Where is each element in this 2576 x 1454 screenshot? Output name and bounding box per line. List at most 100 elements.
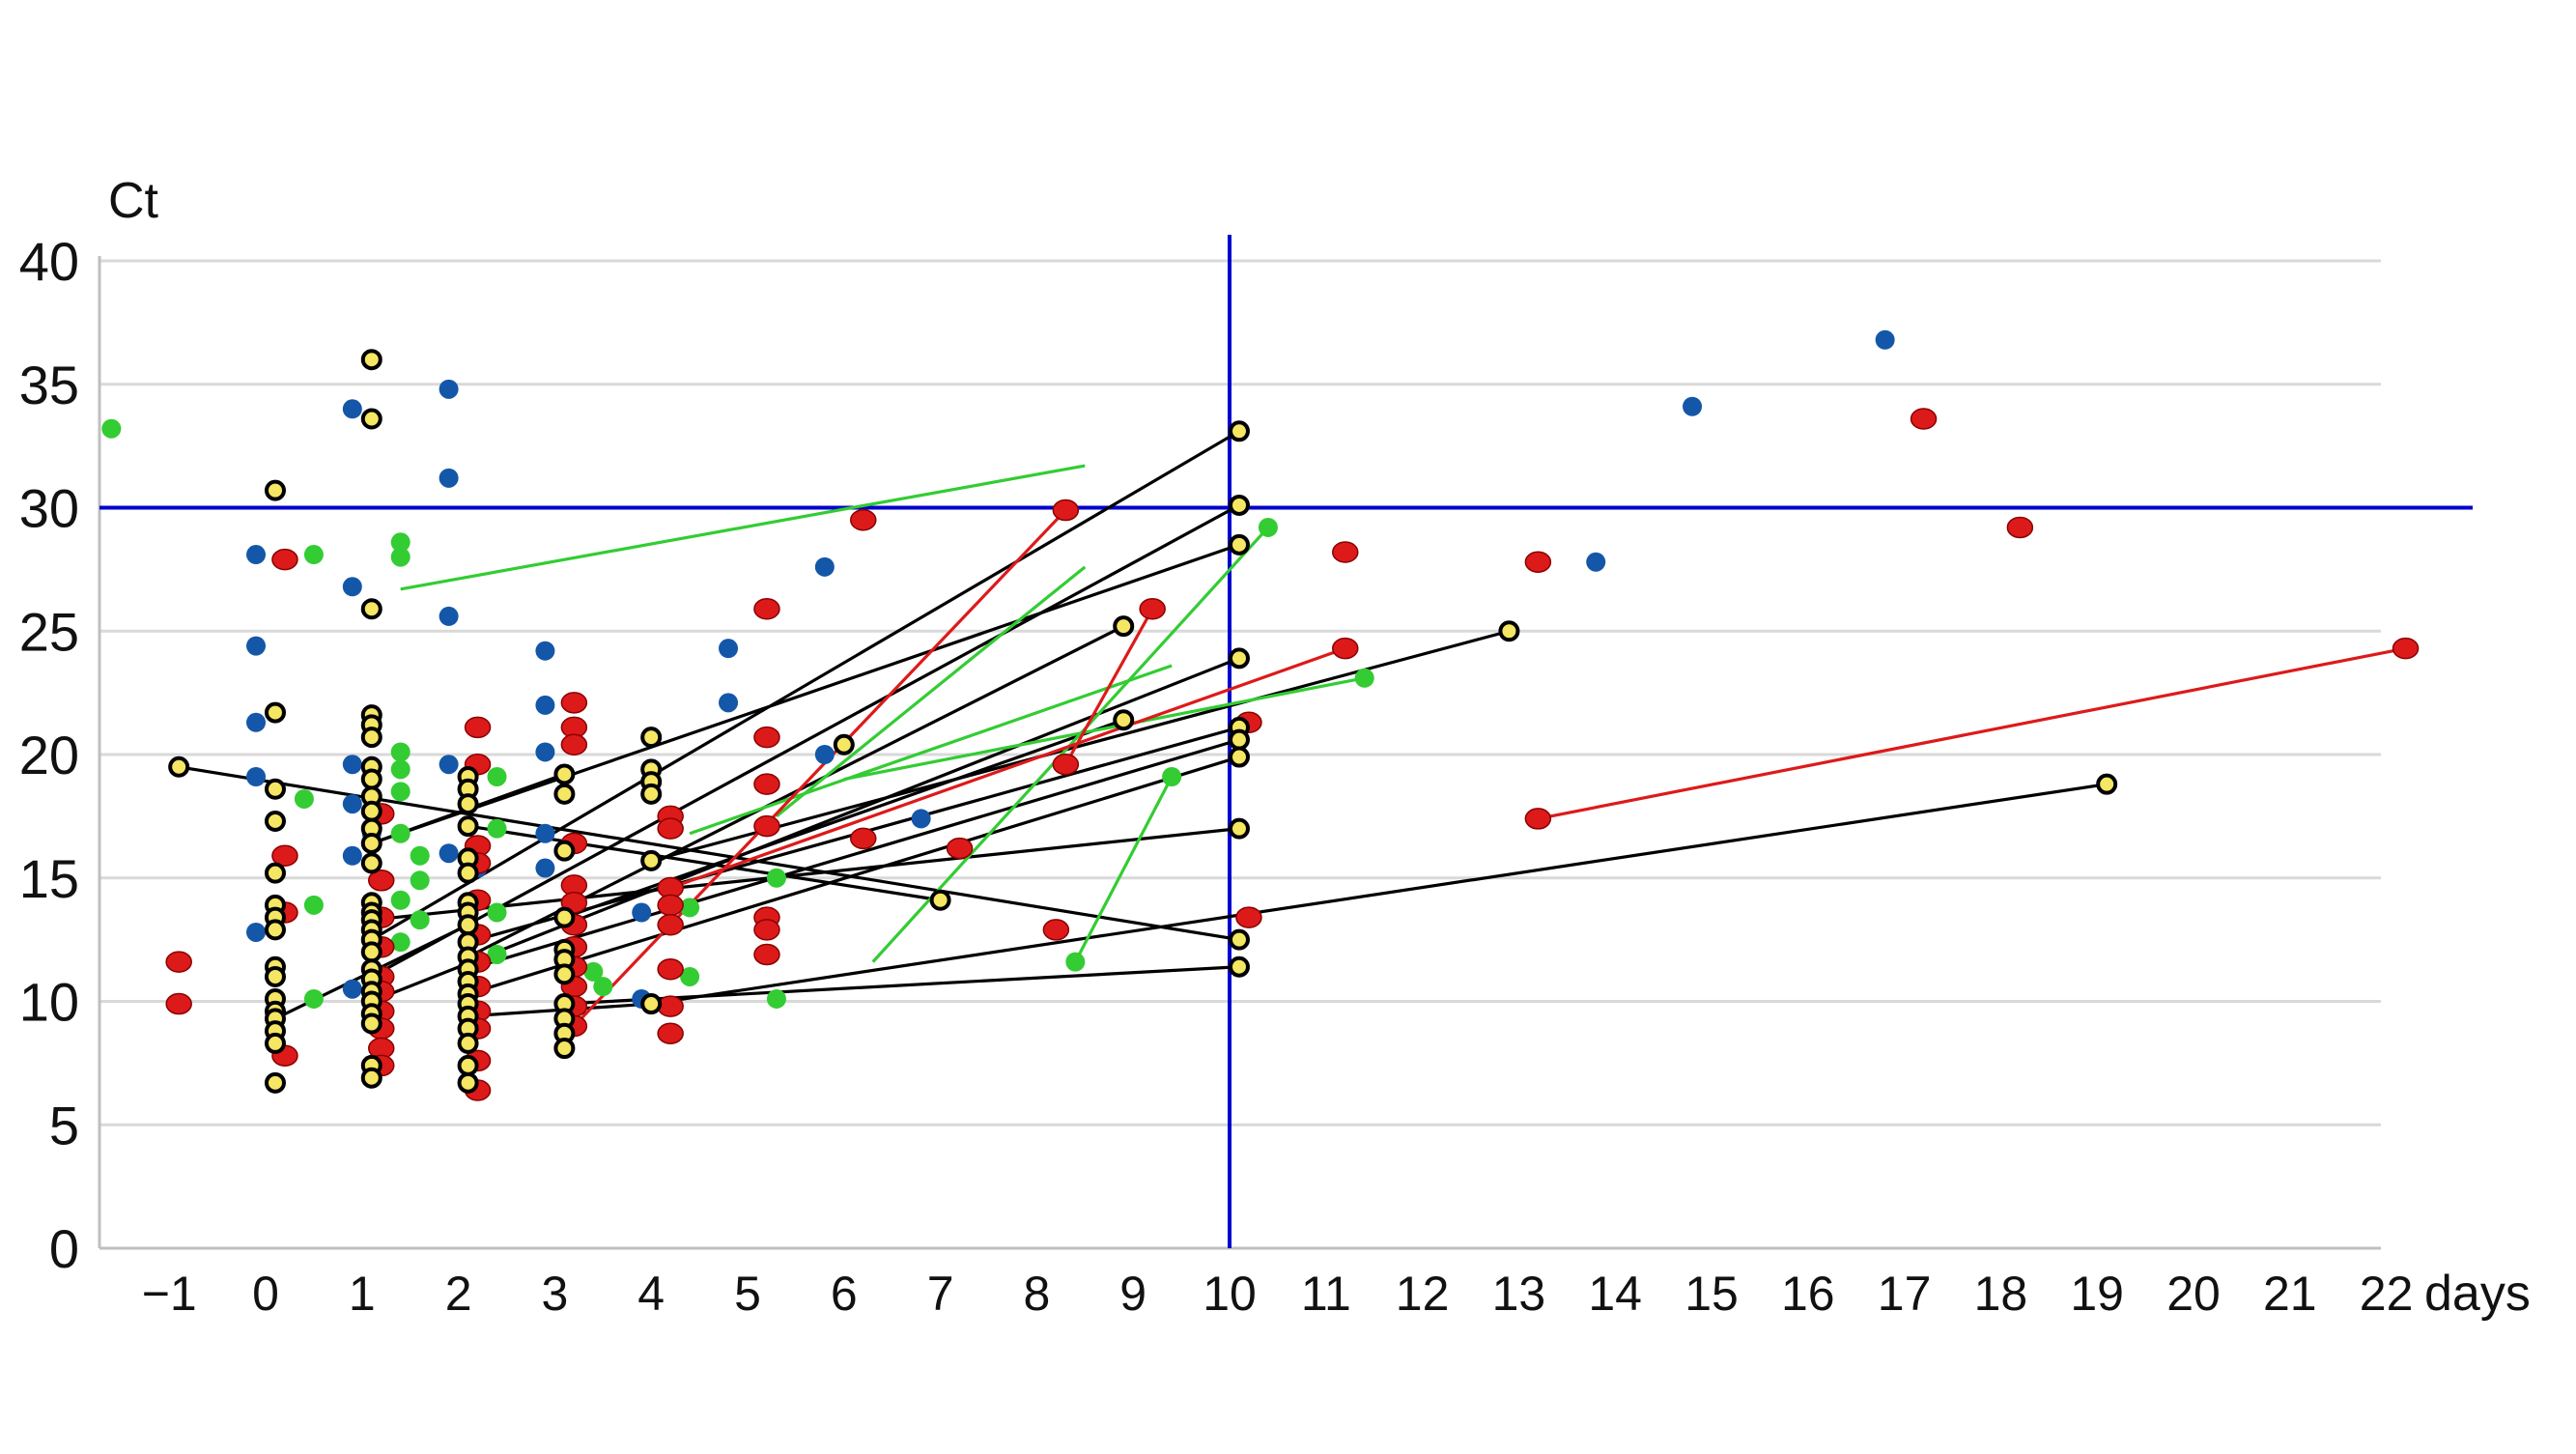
data-point (753, 919, 780, 941)
x-tick-label: 19 (2070, 1267, 2124, 1321)
data-point (457, 1054, 479, 1076)
data-point (553, 840, 576, 862)
x-tick-label: 12 (1396, 1267, 1450, 1321)
data-point (560, 692, 588, 714)
data-point (1042, 919, 1070, 941)
y-tick-label: 30 (19, 478, 79, 539)
data-point (457, 815, 479, 838)
data-point (1052, 499, 1080, 522)
data-point (368, 870, 395, 892)
x-tick-label: 0 (252, 1267, 279, 1321)
data-point (2096, 773, 2118, 795)
data-point (390, 782, 410, 802)
data-point (294, 788, 314, 809)
data-point (410, 870, 430, 891)
x-tick-label: 15 (1684, 1267, 1739, 1321)
data-point (1524, 808, 1552, 830)
data-point (464, 716, 492, 739)
data-point (719, 693, 739, 713)
data-point (657, 894, 684, 917)
data-point (640, 727, 663, 749)
data-point (753, 598, 780, 620)
data-point (360, 727, 382, 749)
data-point (593, 977, 613, 997)
connection-line (1073, 776, 1174, 963)
data-point (640, 849, 663, 871)
x-tick-label: 1 (349, 1267, 376, 1321)
x-tick-label: 2 (445, 1267, 472, 1321)
data-point (657, 914, 684, 936)
y-tick-label: 25 (19, 601, 79, 662)
data-point (1332, 637, 1359, 660)
data-point (553, 1038, 576, 1060)
data-points (101, 329, 2420, 1101)
data-point (360, 598, 382, 620)
data-point (753, 814, 780, 838)
data-point (814, 745, 835, 764)
data-point (850, 827, 877, 850)
data-point (2006, 516, 2034, 539)
data-point (342, 577, 362, 597)
data-point (487, 818, 507, 839)
x-tick-label: 16 (1781, 1267, 1835, 1321)
x-tick-label: 11 (1301, 1267, 1351, 1321)
data-point (553, 906, 576, 928)
y-tick-label: 10 (19, 972, 79, 1033)
data-point (410, 845, 430, 866)
y-tick-label: 0 (49, 1218, 79, 1279)
x-tick-label: 20 (2166, 1267, 2221, 1321)
data-point (264, 810, 286, 832)
connection-line (467, 738, 1240, 971)
data-point (457, 1071, 479, 1094)
data-point (657, 817, 684, 840)
data-point (553, 783, 576, 805)
data-point (946, 837, 974, 860)
data-point (303, 895, 324, 915)
data-point (457, 1032, 479, 1054)
connection-line (467, 756, 1240, 996)
data-point (583, 961, 604, 982)
connection-line (650, 783, 2108, 1006)
data-point (1228, 494, 1250, 516)
data-point (1910, 408, 1938, 430)
data-point (1524, 551, 1552, 573)
data-point (165, 951, 192, 973)
data-point (457, 793, 479, 815)
data-point (360, 349, 382, 371)
data-point (535, 742, 555, 762)
data-point (632, 902, 652, 923)
data-point (390, 759, 410, 780)
data-point (390, 890, 410, 910)
x-tick-label: 3 (541, 1267, 568, 1321)
x-tick-label: 7 (927, 1267, 954, 1321)
axes (98, 256, 2381, 1250)
data-point (1586, 552, 1606, 572)
connection-lines (178, 429, 2406, 1028)
x-axis-label: days (2424, 1266, 2531, 1322)
data-point (680, 898, 700, 918)
data-point (1052, 753, 1080, 776)
data-point (165, 992, 192, 1015)
data-point (766, 988, 786, 1009)
data-point (1228, 647, 1250, 670)
data-point (264, 701, 286, 724)
y-tick-label: 20 (19, 725, 79, 785)
data-point (390, 547, 410, 567)
x-tick-label: 22 (2360, 1267, 2414, 1321)
connection-line (371, 503, 1240, 979)
data-point (1332, 541, 1359, 563)
data-point (342, 755, 362, 775)
data-point (360, 1012, 382, 1035)
x-tick-label: 5 (734, 1267, 761, 1321)
data-point (753, 773, 780, 795)
connection-line (843, 676, 1366, 782)
data-point (342, 979, 362, 999)
data-point (457, 862, 479, 884)
data-point (360, 852, 382, 874)
data-point (657, 995, 684, 1017)
data-point (390, 932, 410, 953)
data-point (487, 766, 507, 786)
data-point (360, 1067, 382, 1089)
